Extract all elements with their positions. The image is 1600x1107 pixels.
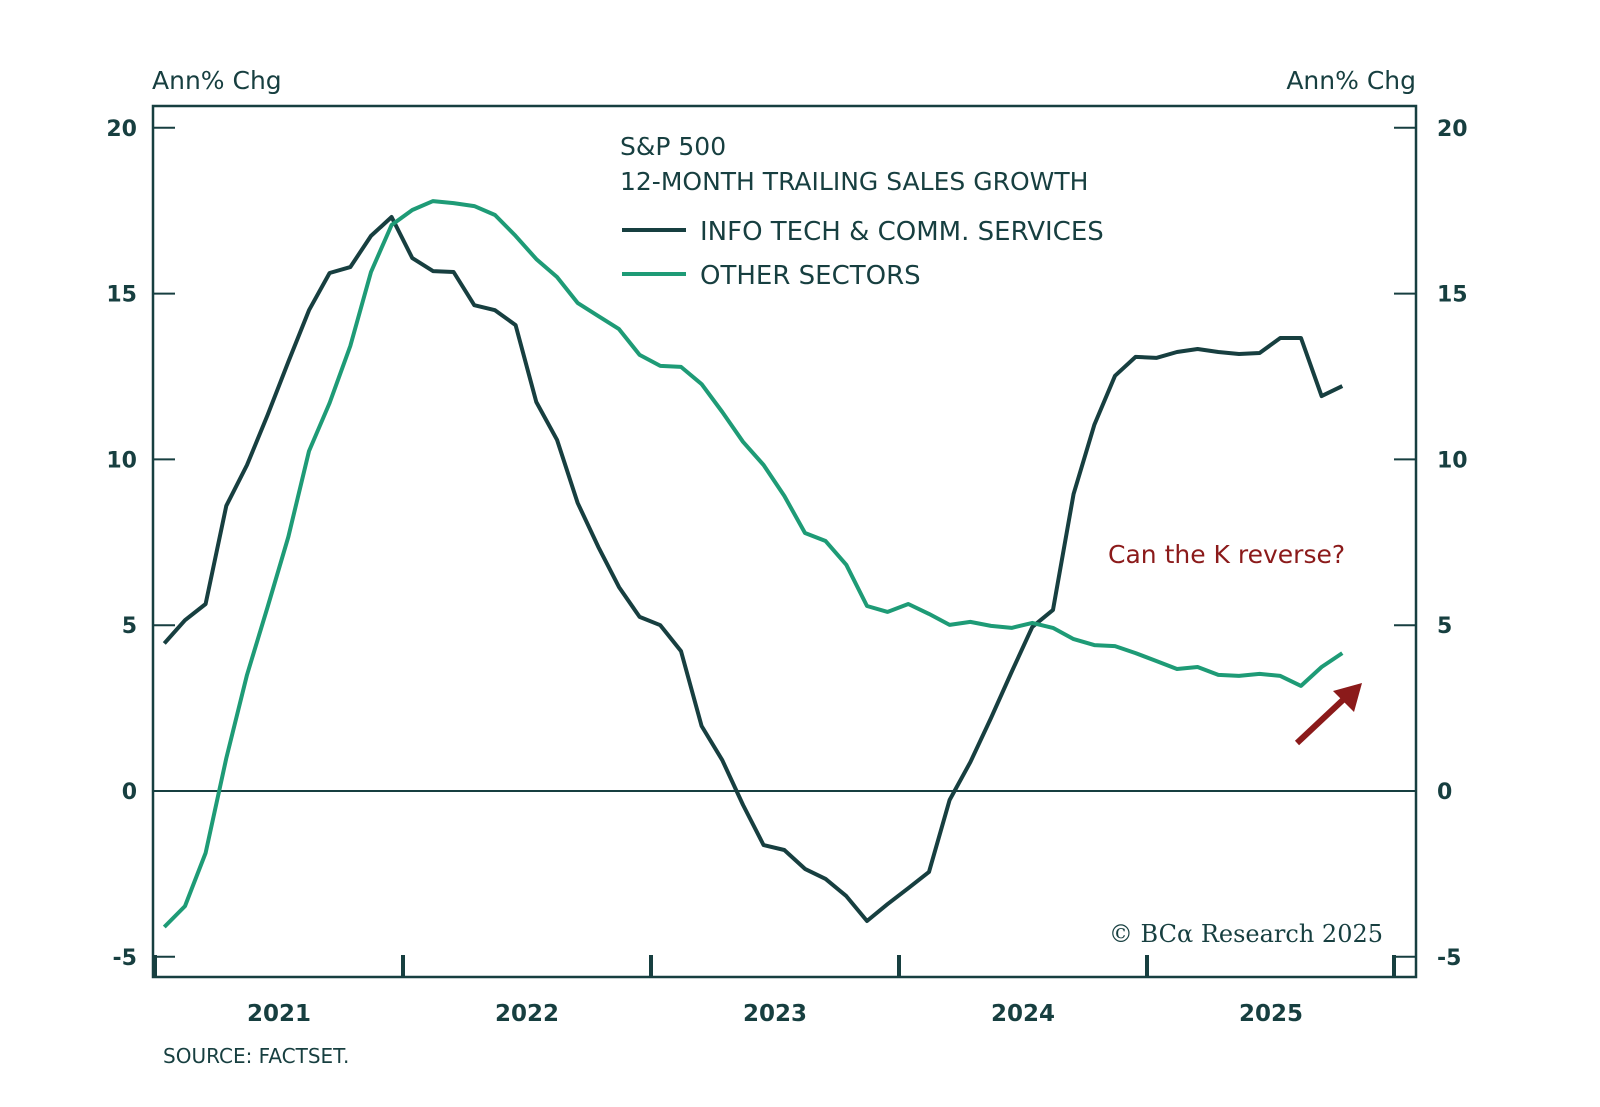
series-line-info-tech xyxy=(162,215,1344,923)
x-tick-label: 2024 xyxy=(991,1001,1055,1027)
y-tick-label-right: 5 xyxy=(1437,614,1452,639)
x-tick-label: 2022 xyxy=(495,1001,559,1027)
chart-subtitle: 12-MONTH TRAILING SALES GROWTH xyxy=(620,167,1088,196)
y-axis-unit-left: Ann% Chg xyxy=(152,66,282,95)
y-tick-label-left: 5 xyxy=(122,614,137,639)
x-tick-label: 2021 xyxy=(247,1001,311,1027)
series-layer xyxy=(162,199,1344,929)
y-axis-unit-right: Ann% Chg xyxy=(1286,66,1416,95)
y-tick-label-right: 20 xyxy=(1437,117,1468,142)
x-tick-label: 2023 xyxy=(743,1001,807,1027)
y-tick-label-left: 10 xyxy=(106,448,137,473)
source-note: SOURCE: FACTSET. xyxy=(163,1044,349,1068)
annotation-arrow xyxy=(1294,683,1362,746)
y-tick-label-right: 10 xyxy=(1437,448,1468,473)
plot-frame xyxy=(151,104,1418,979)
copyright: © BCα Research 2025 xyxy=(1109,920,1383,948)
x-axis: 2021 2022 2023 2024 2025 xyxy=(153,955,1396,1027)
annotation-arrow-head xyxy=(1333,683,1362,712)
y-tick-label-left: 20 xyxy=(106,117,137,142)
y-tick-label-right: 15 xyxy=(1437,283,1468,308)
chart-title: S&P 500 xyxy=(620,132,726,161)
y-tick-label-left: 15 xyxy=(106,283,137,308)
legend-label-other-sectors: OTHER SECTORS xyxy=(700,261,921,291)
legend-label-info-tech: INFO TECH & COMM. SERVICES xyxy=(700,217,1104,247)
y-tick-label-right: 0 xyxy=(1437,780,1452,805)
legend: INFO TECH & COMM. SERVICES OTHER SECTORS xyxy=(622,217,1104,291)
y-tick-label-right: -5 xyxy=(1437,946,1461,971)
y-tick-label-left: 0 xyxy=(122,780,137,805)
annotation-text: Can the K reverse? xyxy=(1108,540,1345,569)
series-line-other-sectors xyxy=(162,199,1344,929)
y-axis-left: -5 0 5 10 15 20 xyxy=(106,117,175,971)
y-tick-label-left: -5 xyxy=(113,946,137,971)
annotation-arrow-shaft xyxy=(1294,695,1348,746)
x-tick-label: 2025 xyxy=(1239,1001,1303,1027)
y-axis-right: -5 0 5 10 15 20 xyxy=(1394,117,1468,971)
